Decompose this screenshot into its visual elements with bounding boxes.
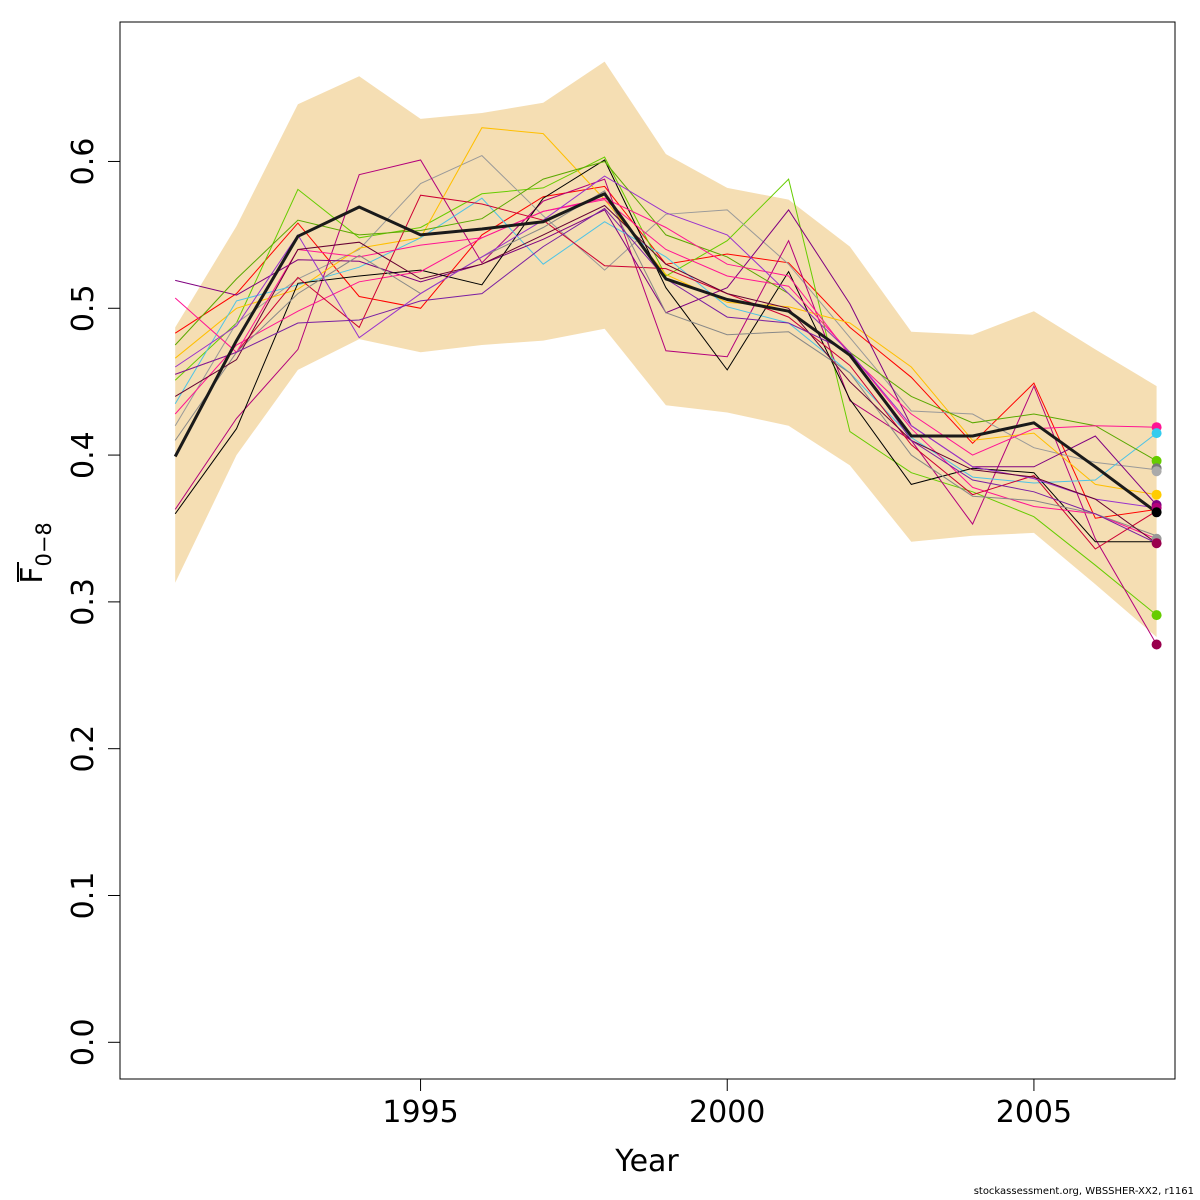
y-tick-label-0.1: 0.1	[66, 872, 101, 920]
end-point-13	[1151, 639, 1162, 650]
series-line-8	[174, 159, 1157, 543]
svg-text:F0−8: F0−8	[15, 522, 56, 584]
x-tick-label-2005: 2005	[996, 1095, 1072, 1130]
y-axis-title: F0−8	[15, 522, 56, 584]
end-point-12	[1151, 610, 1162, 621]
y-tick-label-0.4: 0.4	[66, 431, 101, 479]
x-tick-label-2000: 2000	[689, 1095, 765, 1130]
end-points-layer	[1151, 422, 1162, 650]
series-line-15	[174, 204, 1157, 544]
main-series-line	[173, 192, 1158, 514]
series-line-12	[174, 197, 1157, 456]
y-tick-label-0.6: 0.6	[66, 138, 101, 186]
series-line-11	[174, 160, 1157, 462]
series-line-6	[174, 197, 1157, 484]
y-tick-label-0.5: 0.5	[66, 284, 101, 332]
series-line-5	[174, 127, 1157, 496]
end-point-5	[1151, 466, 1162, 477]
y-tick-label-0.0: 0.0	[66, 1018, 101, 1066]
y-tick-label-0.3: 0.3	[66, 578, 101, 626]
credit-text: stockassessment.org, WBSSHER-XX2, r1161	[973, 1186, 1194, 1197]
end-point-11	[1151, 538, 1162, 549]
y-tick-label-0.2: 0.2	[66, 725, 101, 773]
series-line-14	[174, 175, 1157, 509]
end-point-6	[1151, 489, 1162, 500]
series-line-2	[174, 156, 1157, 616]
series-line-9	[174, 199, 1157, 540]
main-series-layer	[173, 192, 1158, 514]
x-tick-label-1995: 1995	[382, 1095, 458, 1130]
series-line-4	[174, 159, 1158, 645]
series-line-10	[175, 194, 1157, 550]
end-point-2	[1151, 428, 1162, 439]
y-axis-title-subscript: 0−8	[32, 522, 56, 566]
axes-layer: 1995 2000 2005 0.0 0.1 0.2 0.3 0.4 0.5 0.6	[66, 138, 1072, 1130]
end-point-9	[1151, 507, 1162, 518]
y-axis-title-main: F	[15, 567, 50, 584]
x-axis-title: Year	[614, 1144, 679, 1179]
series-line-3	[174, 155, 1157, 471]
series-line-13	[174, 190, 1157, 537]
end-point-3	[1151, 455, 1162, 466]
